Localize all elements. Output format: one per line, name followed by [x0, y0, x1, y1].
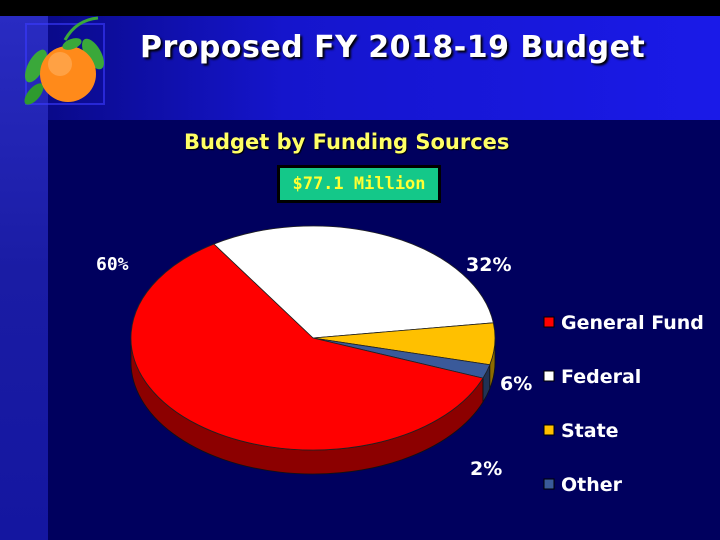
legend-label-federal: Federal	[561, 366, 641, 388]
slide-title: Proposed FY 2018-19 Budget	[140, 30, 646, 65]
chart-legend: General Fund Federal State Other	[543, 312, 704, 496]
pie-slices	[130, 225, 496, 451]
legend-label-other: Other	[561, 474, 623, 496]
legend-swatch-federal	[543, 370, 555, 382]
pie-slice-general-fund	[130, 243, 484, 451]
legend-swatch-general-fund	[543, 316, 555, 328]
total-amount-label: $77.1 Million	[292, 174, 426, 194]
pie-label-general-fund: 60%	[96, 254, 129, 275]
legend-swatch-other	[543, 478, 555, 490]
orange-logo-icon	[24, 16, 105, 105]
title-band	[48, 16, 720, 120]
chart-title: Budget by Funding Sources	[184, 130, 510, 154]
legend-swatch-state	[543, 424, 555, 436]
pie-label-other: 2%	[470, 458, 502, 480]
legend-label-state: State	[561, 420, 619, 442]
pie-label-federal: 32%	[466, 254, 511, 276]
pie-label-state: 6%	[500, 373, 532, 395]
pie-labels: 60% 32% 6% 2%	[96, 254, 532, 480]
legend-label-general-fund: General Fund	[561, 312, 704, 334]
top-black-band	[0, 0, 720, 16]
total-amount-box: $77.1 Million	[277, 165, 441, 203]
